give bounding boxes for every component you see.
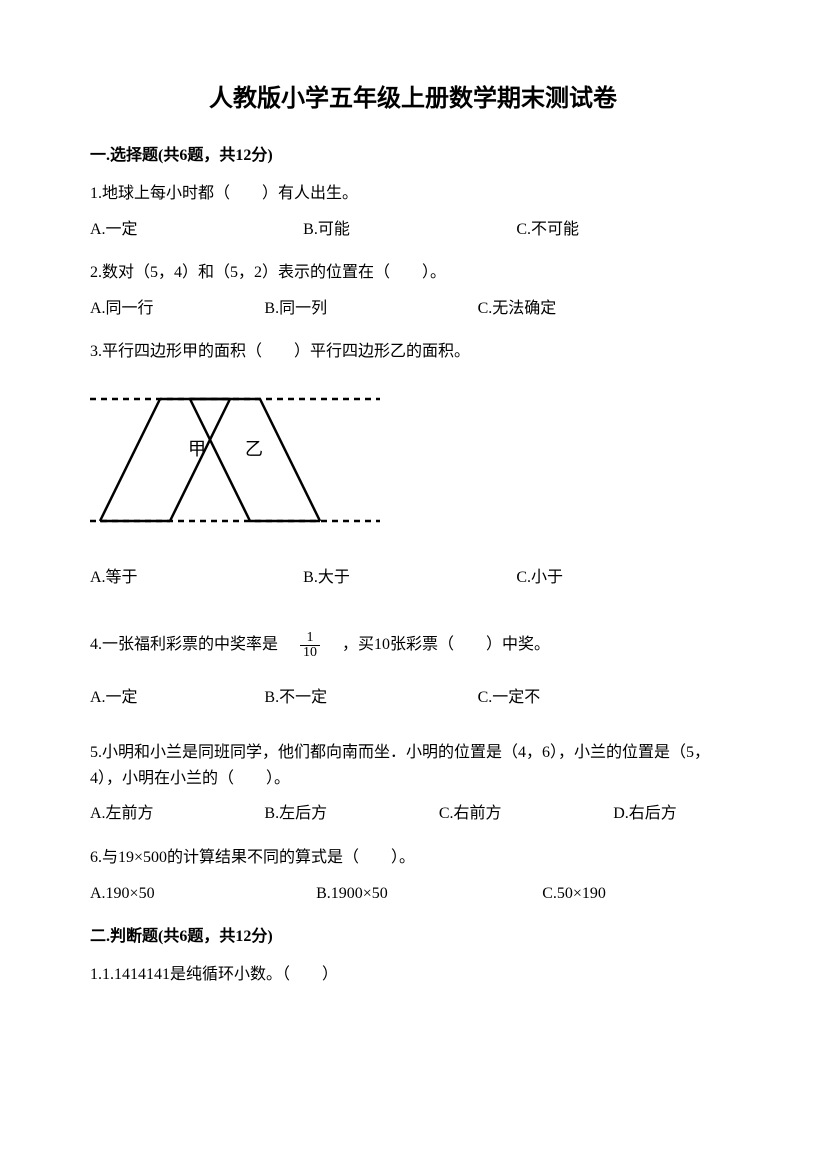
q4-optB: B.不一定 — [264, 685, 477, 711]
question-3: 3.平行四边形甲的面积（ ）平行四边形乙的面积。 甲 乙 A.等于 B.大于 C… — [90, 339, 736, 590]
q1-text: 1.地球上每小时都（ ）有人出生。 — [90, 181, 736, 207]
question-5: 5.小明和小兰是同班同学，他们都向南而坐．小明的位置是（4，6），小兰的位置是（… — [90, 740, 736, 827]
s2-q1-text: 1.1.1414141是纯循环小数。（ ） — [90, 962, 736, 988]
q6-text: 6.与19×500的计算结果不同的算式是（ ）。 — [90, 845, 736, 871]
q4-text: 4.一张福利彩票的中奖率是 110 ，买10张彩票（ ）中奖。 — [90, 631, 736, 660]
q5-text: 5.小明和小兰是同班同学，他们都向南而坐．小明的位置是（4，6），小兰的位置是（… — [90, 740, 736, 791]
q4-frac-den: 10 — [300, 646, 320, 660]
section1-header: 一.选择题(共6题，共12分) — [90, 143, 736, 169]
q2-text: 2.数对（5，4）和（5，2）表示的位置在（ ）。 — [90, 260, 736, 286]
q3-figure: 甲 乙 — [90, 385, 736, 535]
question-2: 2.数对（5，4）和（5，2）表示的位置在（ ）。 A.同一行 B.同一列 C.… — [90, 260, 736, 321]
svg-text:乙: 乙 — [245, 439, 263, 459]
q2-options: A.同一行 B.同一列 C.无法确定 — [90, 296, 736, 322]
q3-optC: C.小于 — [516, 565, 729, 591]
q4-options: A.一定 B.不一定 C.一定不 — [90, 685, 736, 711]
q1-optC: C.不可能 — [516, 217, 729, 243]
q1-options: A.一定 B.可能 C.不可能 — [90, 217, 736, 243]
question-6: 6.与19×500的计算结果不同的算式是（ ）。 A.190×50 B.1900… — [90, 845, 736, 906]
q6-optB: B.1900×50 — [316, 881, 542, 907]
section2-question-1: 1.1.1414141是纯循环小数。（ ） — [90, 962, 736, 988]
q5-optD: D.右后方 — [613, 801, 736, 827]
q5-optB: B.左后方 — [264, 801, 438, 827]
q6-optC: C.50×190 — [542, 881, 736, 907]
q3-optB: B.大于 — [303, 565, 516, 591]
q5-optA: A.左前方 — [90, 801, 264, 827]
section2-header: 二.判断题(共6题，共12分) — [90, 924, 736, 950]
q1-optB: B.可能 — [303, 217, 516, 243]
q1-optA: A.一定 — [90, 217, 303, 243]
q4-text-pre: 4.一张福利彩票的中奖率是 — [90, 636, 294, 653]
page-title: 人教版小学五年级上册数学期末测试卷 — [90, 80, 736, 118]
q4-fraction: 110 — [300, 631, 320, 660]
question-1: 1.地球上每小时都（ ）有人出生。 A.一定 B.可能 C.不可能 — [90, 181, 736, 242]
q4-frac-num: 1 — [300, 631, 320, 646]
q4-text-post: ，买10张彩票（ ）中奖。 — [326, 636, 550, 653]
q3-optA: A.等于 — [90, 565, 303, 591]
q6-optA: A.190×50 — [90, 881, 316, 907]
question-4: 4.一张福利彩票的中奖率是 110 ，买10张彩票（ ）中奖。 A.一定 B.不… — [90, 631, 736, 711]
q3-text: 3.平行四边形甲的面积（ ）平行四边形乙的面积。 — [90, 339, 736, 365]
q4-optC: C.一定不 — [478, 685, 691, 711]
q4-optA: A.一定 — [90, 685, 264, 711]
q5-optC: C.右前方 — [439, 801, 613, 827]
q2-optB: B.同一列 — [264, 296, 477, 322]
q2-optC: C.无法确定 — [478, 296, 691, 322]
q2-optA: A.同一行 — [90, 296, 264, 322]
q3-options: A.等于 B.大于 C.小于 — [90, 565, 736, 591]
q5-options: A.左前方 B.左后方 C.右前方 D.右后方 — [90, 801, 736, 827]
q6-options: A.190×50 B.1900×50 C.50×190 — [90, 881, 736, 907]
svg-text:甲: 甲 — [188, 439, 206, 459]
parallelogram-diagram: 甲 乙 — [90, 385, 380, 535]
